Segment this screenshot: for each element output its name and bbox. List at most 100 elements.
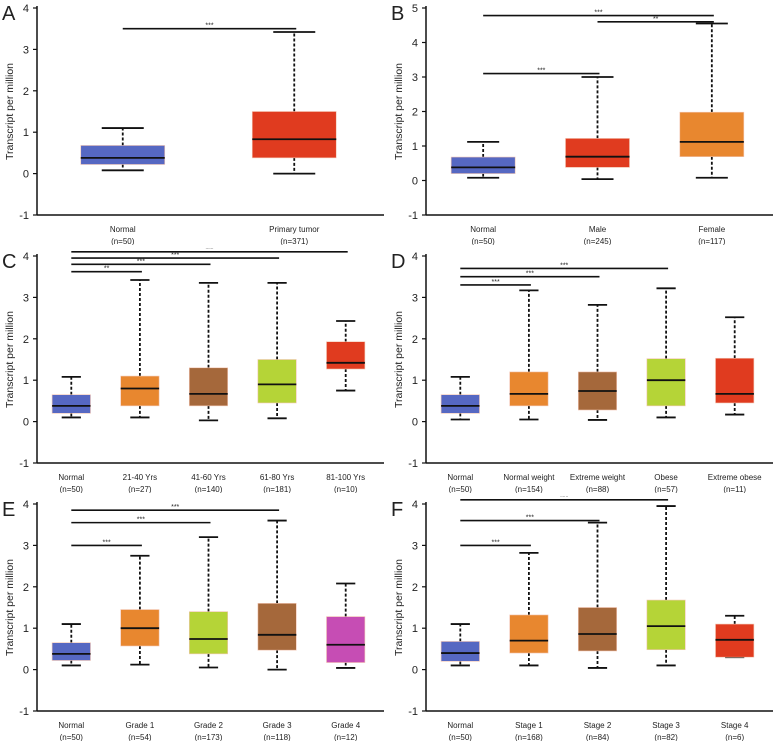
category-label: Male <box>589 225 607 234</box>
category-label: Grade 3 <box>263 721 292 730</box>
y-tick-label: 2 <box>23 334 29 346</box>
y-tick-label: 0 <box>23 169 29 181</box>
box-1 <box>251 31 337 175</box>
category-label: Stage 4 <box>721 721 749 730</box>
category-label: Normal <box>447 473 473 482</box>
n-label: (n=168) <box>515 733 543 741</box>
significance-label: *** <box>205 23 213 30</box>
significance-label: *** <box>171 252 179 259</box>
n-label: (n=50) <box>111 237 135 245</box>
category-label: Primary tumor <box>269 225 320 234</box>
significance-label: *** <box>137 517 145 524</box>
significance-label: *** <box>137 258 145 265</box>
box-0 <box>440 375 480 421</box>
box-1 <box>120 279 160 419</box>
category-label: Normal <box>470 225 496 234</box>
category-label: Normal <box>58 473 84 482</box>
y-tick-label: 0 <box>412 176 418 188</box>
y-tick-label: 2 <box>412 582 418 594</box>
significance-label: *** <box>526 515 534 522</box>
boxplot-svg: B -1 0 1 2 3 4 5 Transcript per million Normal (n=… <box>391 3 773 246</box>
category-label: Female <box>698 225 725 234</box>
n-label: (n=118) <box>263 733 291 741</box>
y-tick-label: 0 <box>23 665 29 677</box>
panel-f: F -1 0 1 2 3 4 Transcript per million Normal (n=5… <box>389 494 778 742</box>
category-label: Stage 3 <box>652 721 680 730</box>
y-tick-label: 3 <box>412 540 418 552</box>
category-label: Normal <box>110 225 136 234</box>
category-label: 21-40 Yrs <box>123 473 158 482</box>
iqr-box <box>440 394 480 414</box>
y-tick-label: 1 <box>23 623 29 635</box>
iqr-box <box>257 603 297 651</box>
significance-label: *** <box>594 10 602 17</box>
category-label: Normal <box>447 721 473 730</box>
y-axis-label: Transcript per million <box>4 63 16 160</box>
box-3 <box>646 287 686 419</box>
significance-label: *** <box>526 271 534 278</box>
category-label: 61-80 Yrs <box>260 473 295 482</box>
category-label: Obese <box>654 473 678 482</box>
n-label: (n=173) <box>195 733 223 741</box>
y-tick-label: 4 <box>412 251 418 263</box>
iqr-box <box>577 607 618 652</box>
y-axis-label: Transcript per million <box>4 559 16 656</box>
panel-letter: D <box>391 251 405 273</box>
panel-c: C -1 0 1 2 3 4 Transcript per million Normal (n=5… <box>0 246 389 494</box>
box-4 <box>326 582 366 669</box>
category-label: Normal <box>58 721 84 730</box>
y-tick-label: -1 <box>19 210 29 222</box>
y-tick-label: 4 <box>23 499 29 511</box>
category-label: Extreme weight <box>570 473 626 482</box>
box-3 <box>257 282 297 420</box>
iqr-box <box>565 138 630 168</box>
category-label: Grade 2 <box>194 721 223 730</box>
box-0 <box>51 623 91 667</box>
n-label: (n=50) <box>471 237 495 245</box>
significance-label: *** <box>537 68 545 75</box>
y-tick-label: 1 <box>412 623 418 635</box>
boxplot-svg: C -1 0 1 2 3 4 Transcript per million Normal (n=5… <box>2 246 384 494</box>
n-label: (n=181) <box>263 485 291 493</box>
y-tick-label: 4 <box>23 3 29 15</box>
box-0 <box>80 127 166 172</box>
panel-d: D -1 0 1 2 3 4 Transcript per million Normal (n=5… <box>389 248 778 494</box>
box-0 <box>51 375 91 419</box>
box-0 <box>450 140 516 179</box>
boxplot-svg: E -1 0 1 2 3 4 Transcript per million Normal (n=5… <box>2 499 384 742</box>
iqr-box <box>646 358 686 407</box>
box-3 <box>646 505 686 667</box>
y-tick-label: 3 <box>23 292 29 304</box>
n-label: (n=154) <box>515 485 543 493</box>
n-label: (n=50) <box>449 485 473 493</box>
box-2 <box>188 282 229 422</box>
iqr-box <box>646 599 686 651</box>
y-tick-label: 2 <box>412 107 418 119</box>
box-2 <box>577 521 618 669</box>
y-tick-label: 2 <box>23 86 29 98</box>
y-tick-label: 3 <box>412 292 418 304</box>
significance-label: *** <box>171 504 179 511</box>
iqr-box <box>715 357 755 404</box>
iqr-box <box>450 156 516 174</box>
y-axis-label: Transcript per million <box>4 311 16 408</box>
boxplot-svg: F -1 0 1 2 3 4 Transcript per million Normal (n=5… <box>391 494 773 742</box>
significance-label: *** <box>560 496 568 501</box>
panel-letter: F <box>391 499 403 521</box>
category-label: 81-100 Yrs <box>326 473 365 482</box>
n-label: (n=117) <box>698 237 726 245</box>
boxplot-svg: D -1 0 1 2 3 4 Transcript per million Normal (n=5… <box>391 251 773 494</box>
category-label: Stage 2 <box>584 721 612 730</box>
iqr-box <box>679 111 745 157</box>
y-tick-label: 2 <box>23 582 29 594</box>
box-2 <box>188 536 229 669</box>
box-4 <box>715 316 755 416</box>
n-label: (n=245) <box>584 237 612 245</box>
significance-label: *** <box>492 539 500 546</box>
iqr-box <box>120 375 160 407</box>
y-tick-label: 2 <box>412 334 418 346</box>
n-label: (n=6) <box>725 733 744 741</box>
panel-letter: E <box>2 499 15 521</box>
n-label: (n=11) <box>723 485 746 493</box>
y-axis-label: Transcript per million <box>393 311 405 408</box>
